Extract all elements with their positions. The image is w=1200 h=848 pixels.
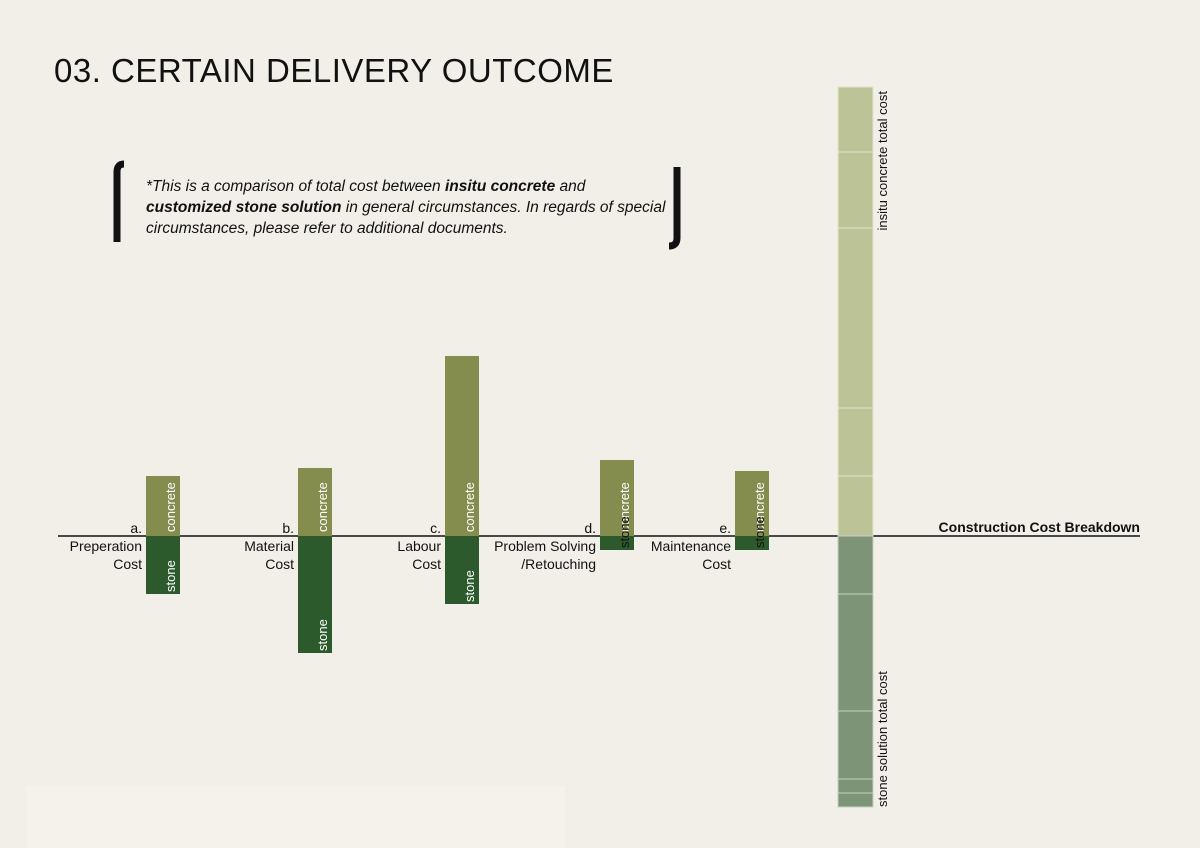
category-label: Cost [265,556,294,572]
bar-label-stone: stone [617,516,632,548]
total-concrete-segment [837,227,874,409]
total-concrete-segment [837,407,874,477]
total-stone-segment [837,710,874,780]
bar-stone [146,536,180,594]
category-label: Labour [397,538,441,554]
bar-stone [735,536,769,550]
bar-stone [445,536,479,604]
category-letter: b. [282,520,294,536]
bar-label-concrete: concrete [752,482,767,532]
bar-label-concrete: concrete [462,482,477,532]
note-prefix: *This is a comparison of total cost betw… [146,178,445,195]
total-concrete-segment [837,475,874,537]
total-concrete-label: insitu concrete total cost [875,91,890,231]
note-bold-stone: customized stone solution [146,199,342,216]
category-label: Preperation [70,538,142,554]
category-label: Material [244,538,294,554]
total-stone-label: stone solution total cost [875,671,890,807]
category-label: Cost [113,556,142,572]
note-mid: and [555,178,586,195]
note-bold-concrete: insitu concrete [444,178,556,195]
category-label: Problem Solving [494,538,596,554]
total-stone-segment [837,778,874,794]
total-concrete-segment [837,86,874,153]
comparison-note: *This is a comparison of total cost betw… [146,176,666,239]
bar-label-concrete: concrete [163,482,178,532]
category-letter: d. [584,520,596,536]
bar-concrete [600,460,634,536]
category-label: Cost [412,556,441,572]
bar-concrete [298,468,332,536]
bar-label-stone: stone [752,516,767,548]
bracket-left [113,160,125,242]
total-stone-segment [837,535,874,595]
category-label: Maintenance [651,538,731,554]
bar-concrete [735,471,769,536]
category-label: Cost [702,556,731,572]
bar-stone [600,536,634,550]
bar-stone [298,536,332,653]
bottom-panel [26,786,565,848]
bar-concrete [146,476,180,536]
bar-label-concrete: concrete [617,482,632,532]
bar-label-concrete: concrete [315,482,330,532]
bar-label-stone: stone [462,570,477,602]
note-suffix: in general circumstances. In regards of … [146,199,666,237]
category-letter: c. [430,520,441,536]
total-stone-segment [837,593,874,712]
category-label: /Retouching [521,556,596,572]
bar-label-stone: stone [315,619,330,651]
category-letter: a. [130,520,142,536]
axis-title: Construction Cost Breakdown [939,519,1140,535]
category-letter: e. [719,520,731,536]
bar-concrete [445,356,479,536]
bar-label-stone: stone [163,560,178,592]
page-title: 03. CERTAIN DELIVERY OUTCOME [54,52,614,89]
bracket-right [668,167,681,250]
total-concrete-segment [837,151,874,229]
total-stone-segment [837,792,874,808]
